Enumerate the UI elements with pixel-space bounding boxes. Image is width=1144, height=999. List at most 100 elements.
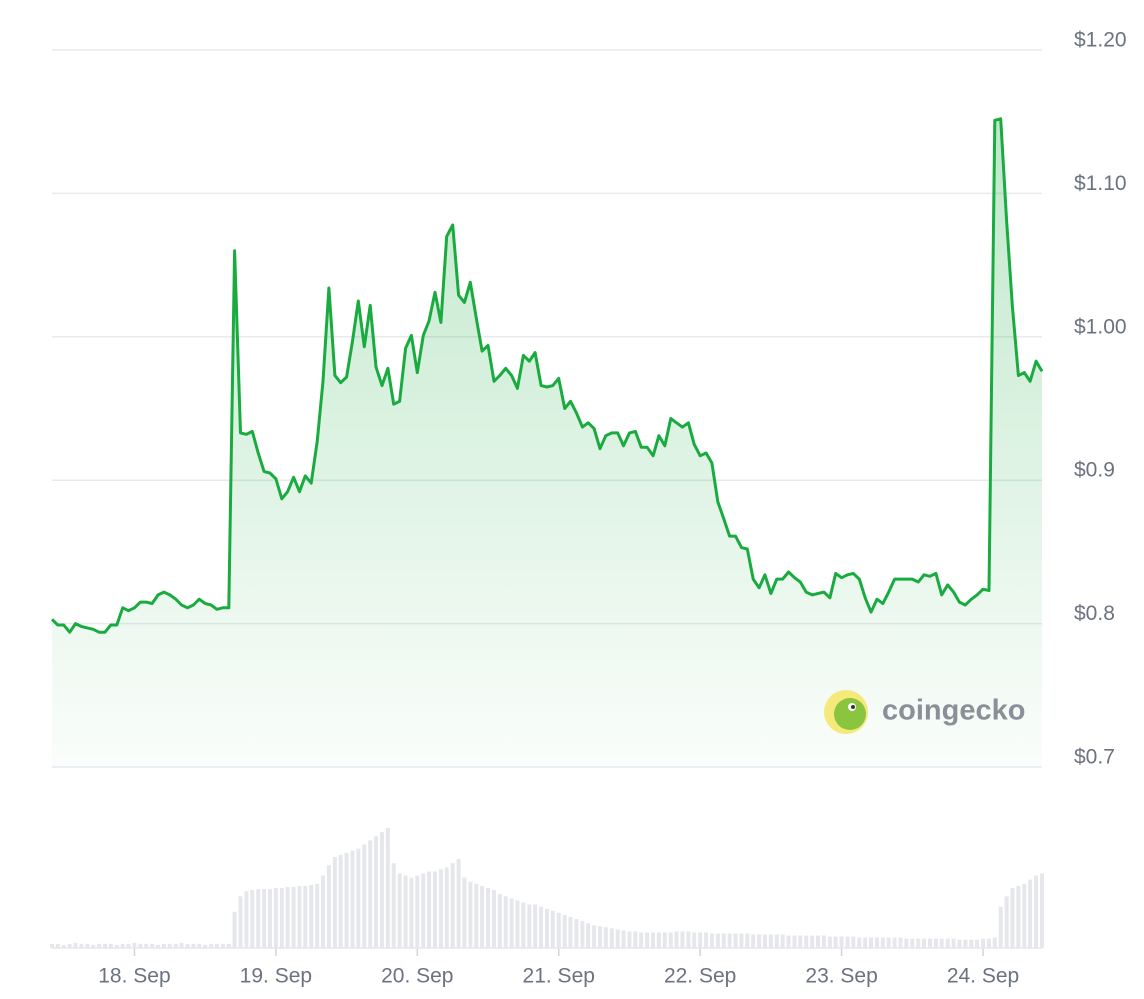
volume-bar (214, 943, 219, 948)
volume-bar (704, 932, 709, 948)
volume-bar (79, 943, 84, 948)
volume-bar (556, 912, 561, 948)
volume-bar (55, 943, 60, 948)
volume-bar (374, 836, 379, 948)
volume-bar (114, 944, 119, 948)
volume-bar (1016, 885, 1021, 948)
volume-bar (815, 935, 820, 948)
volume-bar (368, 840, 373, 948)
price-line (50, 117, 1044, 634)
volume-bar (179, 942, 184, 948)
volume-bar (998, 906, 1003, 948)
volume-bar (421, 873, 426, 948)
volume-bar (975, 939, 980, 948)
y-tick-label: $1.20 (1074, 29, 1127, 52)
volume-bar (1040, 873, 1044, 948)
volume-bar (315, 883, 320, 948)
volume-bar (250, 890, 255, 948)
volume-bar (391, 863, 396, 948)
volume-bar (627, 931, 632, 948)
volume-bar (468, 881, 473, 948)
volume-bar (645, 932, 650, 948)
volume-bar (197, 943, 202, 948)
volume-bar (668, 932, 673, 948)
volume-bar (226, 943, 231, 948)
volume-bar (792, 935, 797, 948)
volume-bar (709, 933, 714, 948)
volume-bar (745, 933, 750, 948)
volume-bar (144, 943, 149, 948)
volume-bar (574, 919, 579, 948)
volume-bars (50, 828, 1044, 948)
volume-bar (262, 889, 267, 948)
volume-bar (774, 934, 779, 948)
volume-bar (981, 938, 986, 948)
volume-bar (527, 904, 532, 948)
volume-bar (603, 927, 608, 948)
volume-bar (50, 943, 54, 948)
volume-bar (833, 936, 838, 948)
volume-bar (67, 943, 72, 948)
volume-bar (857, 937, 862, 948)
volume-bar (633, 931, 638, 948)
volume-bar (733, 933, 738, 948)
volume-bar (886, 937, 891, 948)
volume-bar (120, 943, 125, 948)
volume-bar (97, 943, 102, 948)
volume-bar (869, 937, 874, 948)
x-tick-label: 23. Sep (805, 965, 877, 988)
volume-bar (821, 935, 826, 948)
volume-bar (562, 914, 567, 948)
volume-bar (203, 944, 208, 948)
y-tick-label: $0.7 (1074, 746, 1115, 769)
volume-bar (156, 944, 161, 948)
volume-bar (580, 921, 585, 948)
volume-bar (863, 937, 868, 948)
volume-bar (639, 932, 644, 948)
volume-bar (209, 943, 214, 948)
volume-bar (757, 934, 762, 948)
volume-bar (827, 936, 832, 948)
volume-bar (721, 933, 726, 948)
volume-bar (173, 943, 178, 948)
volume-bar (150, 943, 155, 948)
volume-bar (320, 875, 325, 948)
watermark-text: coingecko (882, 695, 1025, 727)
volume-bar (220, 943, 225, 948)
volume-bar (279, 888, 284, 948)
volume-bar (480, 885, 485, 948)
volume-bar (185, 943, 190, 948)
volume-bar (939, 938, 944, 948)
volume-bar (415, 875, 420, 948)
volume-bar (922, 938, 927, 948)
volume-bar (1004, 896, 1009, 948)
volume-bar (586, 923, 591, 948)
volume-bar (550, 910, 555, 948)
volume-bar (432, 871, 437, 948)
volume-bar (338, 854, 343, 948)
volume-bar (191, 943, 196, 948)
volume-bar (108, 943, 113, 948)
y-tick-label: $1.10 (1074, 172, 1127, 195)
volume-bar (126, 943, 131, 948)
volume-bar (798, 935, 803, 948)
volume-bar (297, 885, 302, 948)
volume-bar (85, 943, 90, 948)
area (52, 118, 1042, 768)
volume-bar (615, 929, 620, 948)
y-tick-label: $1.00 (1074, 315, 1127, 338)
volume-bar (350, 850, 355, 948)
volume-bar (1028, 879, 1033, 948)
volume-bar (916, 938, 921, 948)
volume-bar (1010, 888, 1015, 948)
volume-bar (267, 889, 272, 948)
volume-bar (1022, 883, 1027, 948)
y-tick-label: $0.8 (1074, 602, 1115, 625)
volume-bar (609, 928, 614, 948)
volume-bar (285, 886, 290, 948)
volume-bar (804, 935, 809, 948)
volume-bar (727, 933, 732, 948)
volume-bar (839, 936, 844, 948)
watermark: coingecko (824, 690, 1025, 734)
volume-bar (945, 938, 950, 948)
